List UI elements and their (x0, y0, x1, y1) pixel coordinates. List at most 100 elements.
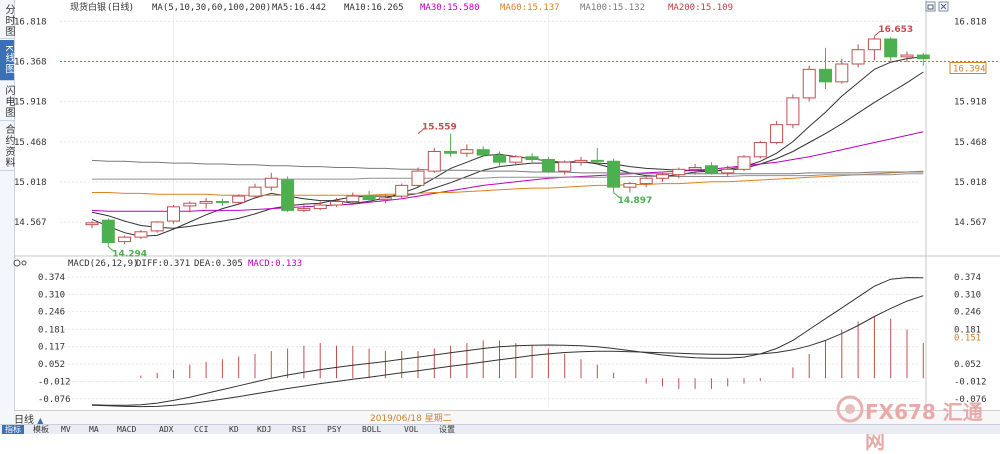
candle (574, 156, 588, 166)
indicator-tab-设置[interactable]: 设置 (439, 425, 455, 434)
candle-body (493, 154, 506, 163)
candle-body (704, 165, 718, 174)
indicator-tab-boll[interactable]: BOLL (362, 425, 382, 434)
candle (248, 183, 262, 198)
candle-body (313, 204, 327, 210)
candle (297, 203, 311, 213)
close-icon[interactable] (938, 1, 949, 12)
candle (362, 190, 376, 202)
y-tick-label-left: 14.567 (14, 218, 47, 228)
crosshair-date: 2019/06/18 星期二 (370, 414, 452, 424)
candle (802, 65, 816, 102)
indicator-tab-ma[interactable]: MA (89, 425, 99, 434)
candle-body (427, 150, 441, 172)
macd-y-tick-left: 0.374 (38, 273, 65, 283)
indicator-tab-kd[interactable]: KD (229, 425, 239, 434)
candle (411, 167, 425, 188)
candle (786, 94, 800, 129)
candle-body (460, 149, 474, 154)
settings-icon[interactable] (13, 259, 27, 267)
indicator-tab-adx[interactable]: ADX (159, 425, 174, 434)
candle-body (134, 231, 148, 238)
restore-icon[interactable] (925, 1, 936, 12)
y-tick-label-left: 15.468 (14, 138, 47, 148)
candle-body (737, 156, 751, 170)
ma5-readout: MA5:16.442 (272, 3, 326, 13)
macd-y-tick-left: 0.246 (38, 308, 65, 318)
tab-kline[interactable]: K线图 (0, 40, 14, 81)
macd-y-tick-right: 0.246 (954, 308, 981, 318)
candle (101, 218, 115, 247)
macd-y-tick-right: -0.012 (954, 377, 987, 387)
tab-timeshare[interactable]: 分时图 (0, 2, 14, 39)
candle-body (101, 219, 115, 244)
candle-body (541, 158, 555, 172)
candle-body (672, 168, 686, 176)
indicator-tab-cci[interactable]: CCI (194, 425, 209, 434)
candle-body (721, 168, 735, 174)
extreme-label: 14.294 (112, 250, 147, 260)
candle (264, 172, 278, 191)
candle-body (509, 156, 523, 163)
candle (737, 155, 751, 172)
ma-line-ma100 (91, 159, 924, 175)
y-tick-label-left: 15.018 (14, 178, 47, 188)
candle-body (835, 63, 849, 83)
ma30-readout: MA30:15.580 (420, 3, 480, 13)
candle (281, 176, 295, 213)
y-tick-label-left: 16.818 (14, 17, 47, 27)
candle-body (183, 202, 197, 207)
y-tick-label-right: 14.567 (954, 218, 987, 228)
candle (753, 140, 767, 159)
macd-settings: MACD(26,12,9) (68, 259, 138, 269)
candle-body (150, 221, 164, 232)
candle-body (411, 170, 425, 186)
candle (118, 235, 132, 245)
kline-chart[interactable]: 14.294 15.559 14.897 16.653 14.567 14.567 15.… (0, 0, 1000, 433)
tab-flash-chart[interactable]: 闪电图 (0, 82, 14, 121)
candle-body (346, 195, 360, 202)
indicator-tab-kdj[interactable]: KDJ (257, 425, 272, 434)
candle-body (444, 150, 458, 154)
candle (867, 36, 881, 61)
macd-dea-readout: DEA:0.305 (194, 259, 243, 269)
indicator-tab-indicators[interactable]: 指标 (2, 425, 24, 434)
candle (378, 194, 392, 204)
fx678-logo: FX678 汇通网 (835, 392, 995, 453)
candle (623, 181, 637, 193)
candle (509, 155, 523, 164)
macd-plot (91, 277, 924, 408)
tab-contract-info[interactable]: 合约资料 (0, 122, 14, 171)
candle (607, 158, 621, 193)
candle (85, 221, 99, 229)
candle (835, 58, 849, 84)
indicator-tab-macd[interactable]: MACD (117, 425, 137, 434)
indicator-tab-vol[interactable]: VOL (404, 425, 419, 434)
annotation-arrow (417, 128, 425, 135)
candle-body (753, 142, 767, 158)
macd-current-label: 0.151 (954, 333, 981, 343)
indicator-tab-templates[interactable]: 模板 (33, 425, 49, 434)
candle-body (802, 68, 816, 99)
candle (639, 176, 653, 188)
candle (884, 37, 898, 63)
candle-body (297, 208, 311, 211)
macd-y-tick-left: -0.012 (38, 377, 71, 387)
macd-y-tick-left: 0.052 (38, 360, 65, 370)
candle (672, 167, 686, 179)
candle (330, 197, 343, 207)
extreme-label: 14.897 (618, 196, 653, 206)
candle-body (378, 197, 392, 201)
ma-settings: MA(5,10,30,60,100,200) (152, 3, 271, 13)
candle (916, 53, 930, 66)
candle-body (232, 195, 246, 203)
indicator-tab-rsi[interactable]: RSI (292, 425, 307, 434)
candle (395, 183, 409, 198)
candle (427, 147, 441, 173)
indicator-tab-mv[interactable]: MV (61, 425, 71, 434)
period-selector[interactable]: 日线 ▲ (14, 411, 43, 426)
indicator-tab-psy[interactable]: PSY (327, 425, 342, 434)
candle-body (199, 200, 213, 204)
candle-body (330, 200, 343, 206)
ma-line-ma10 (91, 71, 924, 229)
